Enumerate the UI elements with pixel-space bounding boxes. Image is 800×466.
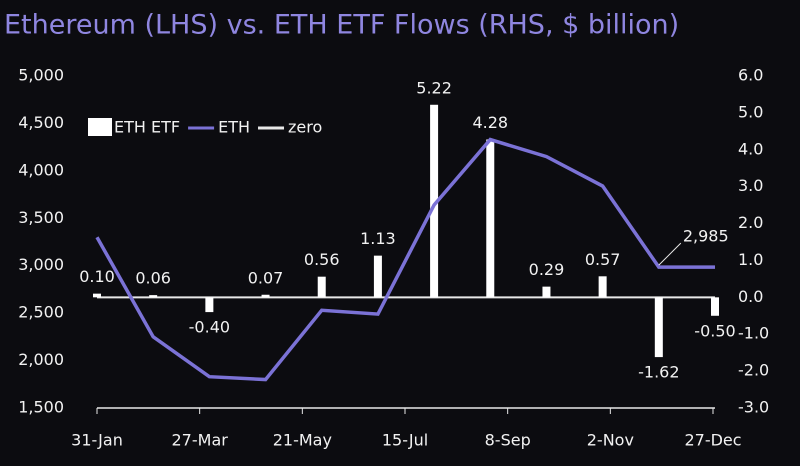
y2-tick-label: 1.0 [738,250,763,269]
bar [317,276,326,298]
x-tick-label: 2-Nov [587,431,634,450]
bar [261,294,270,298]
bar-value-label: -0.50 [694,321,735,340]
x-tick-label: 15-Jul [382,431,428,450]
legend-label: ETH [218,118,250,137]
bar [373,255,382,298]
bar-value-label: 0.06 [135,269,171,288]
bar-value-label: 0.56 [304,250,340,269]
legend-label: zero [288,118,322,137]
bar-value-label: -1.62 [638,363,679,382]
y2-tick-label: 5.0 [738,102,763,121]
y-tick-label: 3,000 [18,255,64,274]
x-tick-label: 8-Sep [485,431,531,450]
y-tick-label: 4,500 [18,113,64,132]
y2-tick-label: 4.0 [738,139,763,158]
bar [711,297,719,316]
bar-value-label: 1.13 [360,229,396,248]
y-tick-label: 2,500 [18,303,64,322]
bar-value-label: -0.40 [189,318,230,337]
bar-value-label: 0.07 [248,268,284,287]
y-tick-label: 5,000 [18,66,64,85]
y2-tick-label: 3.0 [738,176,763,195]
x-tick-label: 27-Dec [684,431,741,450]
line-value-label: 2,985 [683,227,729,246]
bar-value-label: 0.29 [529,260,565,279]
legend-label: ETH ETF [114,118,180,137]
x-tick-label: 31-Jan [71,431,123,450]
y2-tick-label: 6.0 [738,66,763,85]
y2-tick-label: 2.0 [738,213,763,232]
bar-value-label: 4.28 [472,113,508,132]
label-leader [658,242,682,266]
bar-value-label: 0.10 [79,267,115,286]
bar [598,276,607,298]
bar [430,104,439,298]
y2-tick-label: 0.0 [738,287,763,306]
bar [654,297,663,358]
line [95,137,715,382]
y2-tick-label: -1.0 [738,324,769,343]
x-tick-label: 27-Mar [172,431,229,450]
bar [486,139,495,298]
bar [93,293,101,298]
y-tick-label: 2,000 [18,350,64,369]
y-tick-label: 4,000 [18,160,64,179]
bar [205,297,214,313]
y-tick-label: 1,500 [18,398,64,417]
chart-title: Ethereum (LHS) vs. ETH ETF Flows (RHS, $… [4,10,679,41]
bar [542,286,551,298]
legend-swatch [88,118,112,136]
y-tick-label: 3,500 [18,208,64,227]
y2-tick-label: -3.0 [738,398,769,417]
y2-tick-label: -2.0 [738,361,769,380]
x-tick-label: 21-May [273,431,332,450]
bar-value-label: 5.22 [416,78,452,97]
bar-value-label: 0.57 [585,250,621,269]
bar [149,295,158,298]
